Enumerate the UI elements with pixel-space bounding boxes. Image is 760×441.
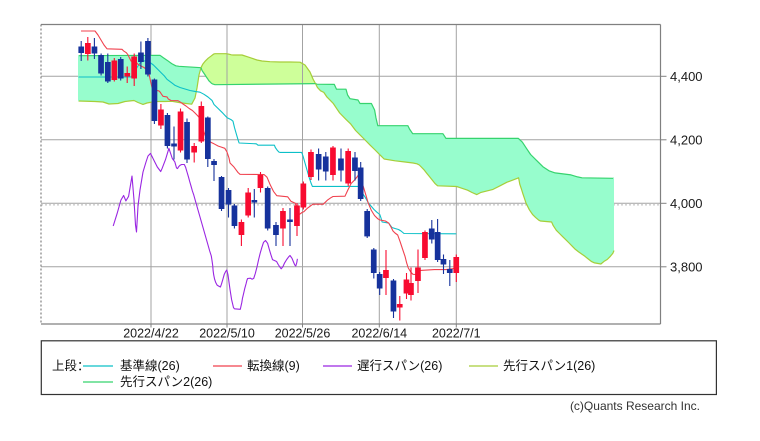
svg-text:(c)Quants Research Inc.: (c)Quants Research Inc. <box>570 399 700 413</box>
svg-text:2022/4/22: 2022/4/22 <box>123 327 179 341</box>
svg-text:4,200: 4,200 <box>670 132 703 147</box>
svg-text:2022/5/26: 2022/5/26 <box>275 327 331 341</box>
svg-text:先行スパン1(26): 先行スパン1(26) <box>503 359 595 373</box>
svg-text:遅行スパン(26): 遅行スパン(26) <box>357 359 442 373</box>
svg-text:2022/6/14: 2022/6/14 <box>351 327 407 341</box>
svg-text:4,000: 4,000 <box>670 196 703 211</box>
svg-text:4,400: 4,400 <box>670 69 703 84</box>
svg-text:2022/7/1: 2022/7/1 <box>432 327 481 341</box>
svg-text:転換線(9): 転換線(9) <box>247 358 300 373</box>
svg-text:基準線(26): 基準線(26) <box>120 358 180 373</box>
svg-text:3,800: 3,800 <box>670 259 703 274</box>
svg-text:上段：: 上段： <box>52 358 90 373</box>
svg-text:先行スパン2(26): 先行スパン2(26) <box>120 375 212 389</box>
svg-text:2022/5/10: 2022/5/10 <box>199 327 255 341</box>
